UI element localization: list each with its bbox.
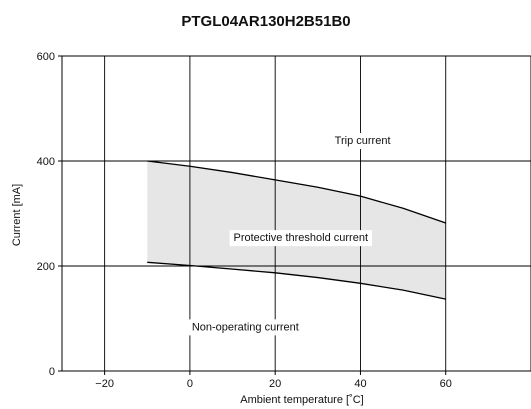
y-tick-label: 200 [37, 261, 55, 273]
annotation-label: Non-operating current [192, 321, 299, 333]
plot-frame [61, 55, 531, 372]
series-line-non-operating-current [147, 261, 446, 300]
series-line-trip-current [147, 160, 446, 224]
y-axis-label: Current [mA] [11, 184, 23, 246]
protective-threshold-band [147, 161, 446, 300]
x-tick-label: −20 [95, 378, 114, 390]
x-tick-label: 60 [440, 378, 452, 390]
x-axis-label: Ambient temperature [˚C] [240, 394, 364, 406]
grid-lines [62, 56, 531, 371]
series-lines [147, 160, 446, 300]
chart-title: PTGL04AR130H2B51B0 [181, 13, 350, 30]
x-tick-label: 20 [269, 378, 281, 390]
y-tick-label: 600 [37, 51, 55, 63]
annotations: Trip current Protective threshold current… [187, 133, 395, 336]
annotation: Protective threshold current [229, 230, 373, 247]
y-tick-label: 400 [37, 156, 55, 168]
y-tick-label: 0 [49, 366, 55, 378]
x-tick-label: 40 [354, 378, 366, 390]
annotation: Trip current [330, 133, 395, 149]
annotation-background [330, 133, 395, 149]
annotation-label: Trip current [335, 135, 391, 147]
annotation-background [187, 319, 303, 336]
annotation-label: Protective threshold current [234, 232, 369, 244]
annotation: Non-operating current [187, 319, 303, 336]
x-tick-label: 0 [187, 378, 193, 390]
annotation-background [229, 230, 373, 247]
